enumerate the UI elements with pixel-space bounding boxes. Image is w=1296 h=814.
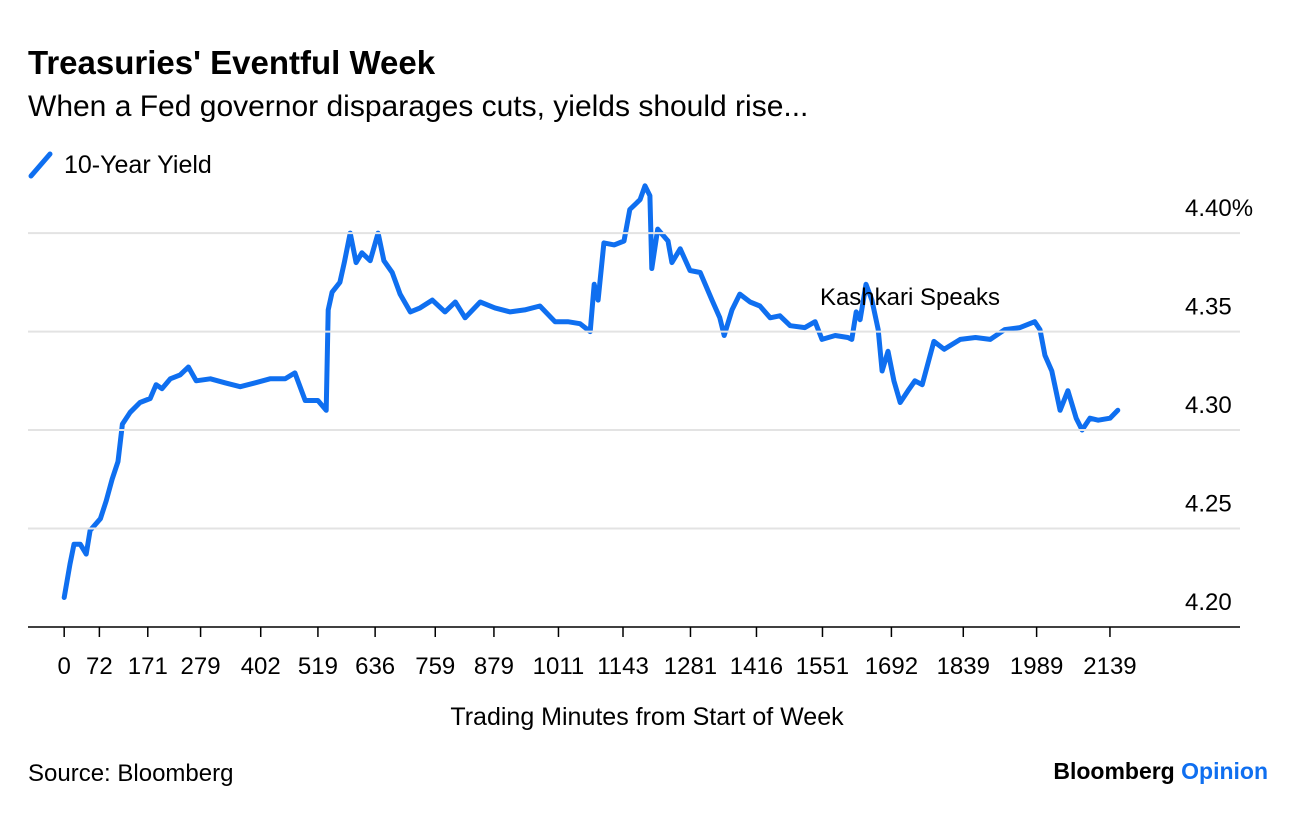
brand: Bloomberg Opinion [1053, 758, 1268, 784]
y-tick-label: 4.20 [1185, 589, 1232, 616]
x-tick-label: 72 [86, 653, 113, 680]
x-tick-label: 636 [355, 653, 395, 680]
x-tick-label: 0 [57, 653, 70, 680]
x-tick-label: 402 [241, 653, 281, 680]
legend-icon [28, 151, 53, 179]
series-line [61, 183, 1121, 600]
x-tick-label: 759 [415, 653, 455, 680]
y-tick-label: 4.35 [1185, 294, 1232, 321]
y-tick-label: 4.40% [1185, 195, 1253, 222]
brand-main: Bloomberg [1053, 758, 1174, 784]
x-tick-label: 1692 [865, 653, 918, 680]
x-tick-label: 879 [474, 653, 514, 680]
x-tick-label: 171 [128, 653, 168, 680]
x-tick-label: 279 [181, 653, 221, 680]
chart-title: Treasuries' Eventful Week [28, 44, 436, 81]
x-tick-label: 1839 [937, 653, 990, 680]
y-tick-label: 4.25 [1185, 491, 1232, 518]
source: Source: Bloomberg [28, 760, 233, 787]
legend-label: 10-Year Yield [64, 151, 212, 179]
chart-subtitle: When a Fed governor disparages cuts, yie… [28, 90, 808, 123]
annotation: Kashkari Speaks [820, 284, 1000, 311]
y-tick-label: 4.30 [1185, 392, 1232, 419]
x-axis-label: Trading Minutes from Start of Week [450, 703, 844, 731]
x-tick-label: 1281 [664, 653, 717, 680]
x-tick-label: 1011 [533, 653, 585, 680]
brand-opinion: Opinion [1181, 758, 1268, 784]
x-tick-label: 1551 [796, 653, 849, 680]
x-tick-label: 1989 [1010, 653, 1063, 680]
x-tick-label: 519 [298, 653, 338, 680]
x-tick-label: 1416 [730, 653, 783, 680]
x-tick-label: 1143 [597, 653, 649, 680]
x-tick-label: 2139 [1083, 653, 1136, 680]
